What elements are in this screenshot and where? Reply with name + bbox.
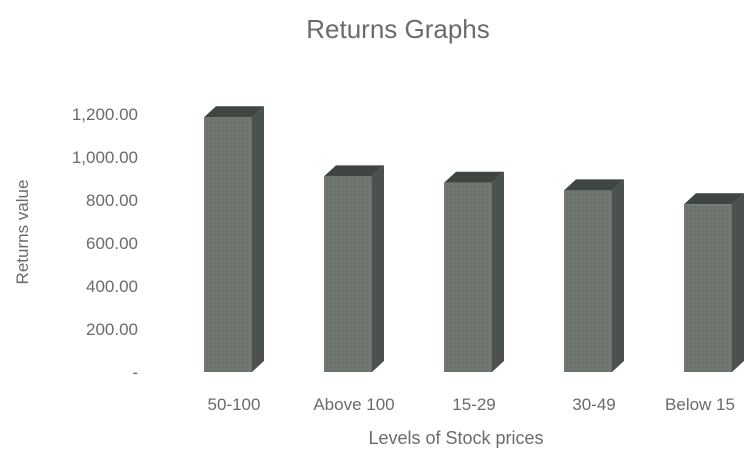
- y-axis-label: Returns value: [13, 180, 32, 285]
- bar-side: [732, 193, 744, 372]
- bar-side: [492, 171, 504, 372]
- x-axis-label: Levels of Stock prices: [368, 428, 543, 448]
- bar-texture: [444, 182, 492, 372]
- bars-group: [204, 106, 744, 372]
- bar-side: [372, 165, 384, 372]
- y-tick-label: -: [132, 363, 138, 382]
- bar-top: [204, 106, 264, 118]
- x-tick-label: 30-49: [572, 395, 615, 414]
- bar-side: [252, 106, 264, 372]
- bar-texture: [324, 176, 372, 372]
- bar-5: [684, 193, 744, 372]
- bar-2: [324, 165, 384, 372]
- y-tick-label: 400.00: [86, 277, 138, 296]
- bar-texture: [564, 190, 612, 372]
- bar-texture: [204, 117, 252, 372]
- bar-top: [324, 165, 384, 177]
- y-tick-label: 1,000.00: [72, 148, 138, 167]
- y-tick-label: 600.00: [86, 234, 138, 253]
- bar-top: [444, 171, 504, 183]
- y-tick-label: 1,200.00: [72, 105, 138, 124]
- bar-1: [204, 106, 264, 372]
- y-axis-ticks: - 200.00 400.00 600.00 800.00 1,000.00 1,200.0…: [72, 105, 138, 382]
- bar-top: [564, 179, 624, 191]
- y-tick-label: 800.00: [86, 191, 138, 210]
- bar-texture: [684, 204, 732, 372]
- x-tick-label: Below 15: [665, 395, 735, 414]
- x-axis-ticks: 50-100 Above 100 15-29 30-49 Below 15: [208, 395, 735, 414]
- bar-3: [444, 171, 504, 372]
- x-tick-label: 15-29: [452, 395, 495, 414]
- y-tick-label: 200.00: [86, 320, 138, 339]
- bar-top: [684, 193, 744, 205]
- bar-side: [612, 179, 624, 372]
- x-tick-label: 50-100: [208, 395, 261, 414]
- chart-title: Returns Graphs: [306, 14, 490, 44]
- bar-4: [564, 179, 624, 372]
- x-tick-label: Above 100: [313, 395, 394, 414]
